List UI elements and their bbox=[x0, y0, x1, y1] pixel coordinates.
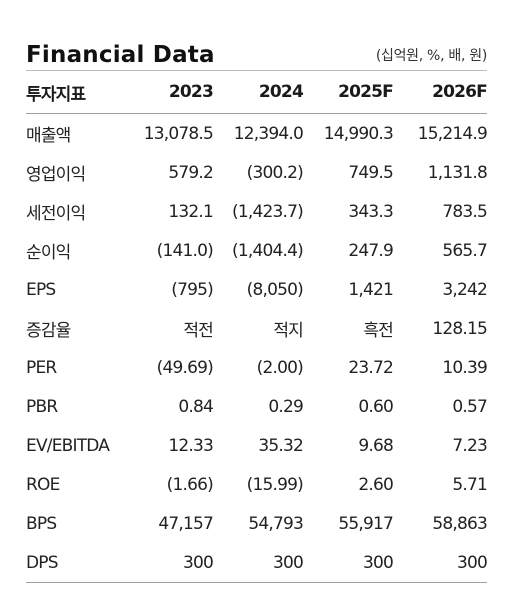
table-row-ev-ebitda: EV/EBITDA 12.33 35.32 9.68 7.23 bbox=[26, 426, 488, 465]
row-label: 영업이익 bbox=[26, 165, 86, 185]
row-label: BPS bbox=[26, 513, 57, 534]
table-cell: 12.33 bbox=[168, 435, 213, 456]
column-header-2024: 2024 bbox=[213, 71, 304, 114]
row-label: DPS bbox=[26, 543, 124, 583]
table-cell: 132.1 bbox=[168, 201, 213, 222]
table-cell: 55,917 bbox=[338, 513, 393, 534]
table-cell: 343.3 bbox=[348, 201, 393, 222]
panel-header: Financial Data (십억원, %, 배, 원) bbox=[26, 30, 487, 71]
column-header-indicator: 투자지표 bbox=[26, 71, 124, 114]
column-header-2023: 2023 bbox=[124, 71, 214, 114]
table-row-revenue: 매출액 13,078.5 12,394.0 14,990.3 15,214.9 bbox=[26, 114, 488, 154]
table-cell: 35.32 bbox=[258, 435, 303, 456]
table-row-roe: ROE (1.66) (15.99) 2.60 5.71 bbox=[26, 465, 488, 504]
table-cell: 15,214.9 bbox=[417, 123, 488, 144]
table-cell: (300.2) bbox=[246, 162, 304, 183]
table-row-growth-rate: 증감율 적전 적지 흑전 128.15 bbox=[26, 309, 488, 348]
table-cell: 47,157 bbox=[158, 513, 213, 534]
table-cell: 300 bbox=[213, 543, 304, 583]
table-cell: (2.00) bbox=[256, 357, 304, 378]
table-cell: 54,793 bbox=[248, 513, 303, 534]
table-cell: 300 bbox=[393, 543, 488, 583]
table-cell: 13,078.5 bbox=[143, 123, 214, 144]
table-row-per: PER (49.69) (2.00) 23.72 10.39 bbox=[26, 348, 488, 387]
table-cell: 0.57 bbox=[452, 396, 487, 417]
unit-note: (십억원, %, 배, 원) bbox=[375, 48, 487, 64]
table-cell: 128.15 bbox=[432, 318, 487, 339]
row-label: 증감율 bbox=[26, 321, 71, 341]
table-row-bps: BPS 47,157 54,793 55,917 58,863 bbox=[26, 504, 488, 543]
row-label: 순이익 bbox=[26, 243, 71, 263]
table-cell: 247.9 bbox=[348, 240, 393, 261]
table-row-eps: EPS (795) (8,050) 1,421 3,242 bbox=[26, 270, 488, 309]
table-cell: (1.66) bbox=[166, 474, 214, 495]
table-cell: (1,404.4) bbox=[232, 240, 304, 261]
row-label: PER bbox=[26, 357, 57, 378]
table-cell: 579.2 bbox=[168, 162, 213, 183]
row-label: PBR bbox=[26, 396, 58, 417]
table-cell: 적지 bbox=[273, 321, 303, 341]
table-cell: 14,990.3 bbox=[323, 123, 394, 144]
table-row-net-income: 순이익 (141.0) (1,404.4) 247.9 565.7 bbox=[26, 231, 488, 270]
table-cell: (8,050) bbox=[246, 279, 304, 300]
table-cell: 300 bbox=[303, 543, 394, 583]
row-label: EPS bbox=[26, 279, 56, 300]
table-cell: 1,421 bbox=[348, 279, 393, 300]
table-cell: 2.60 bbox=[358, 474, 393, 495]
table-cell: (1,423.7) bbox=[232, 201, 304, 222]
table-cell: 565.7 bbox=[442, 240, 487, 261]
table-cell: 7.23 bbox=[452, 435, 487, 456]
table-cell: 0.29 bbox=[268, 396, 303, 417]
row-label: EV/EBITDA bbox=[26, 435, 110, 456]
table-cell: (49.69) bbox=[156, 357, 214, 378]
financial-data-panel: Financial Data (십억원, %, 배, 원) 투자지표 2023 … bbox=[26, 30, 488, 583]
table-cell: 1,131.8 bbox=[427, 162, 488, 183]
table-cell: 3,242 bbox=[442, 279, 487, 300]
row-label: 매출액 bbox=[26, 126, 71, 146]
table-cell: (795) bbox=[171, 279, 214, 300]
table-cell: 0.60 bbox=[358, 396, 393, 417]
table-row-operating-income: 영업이익 579.2 (300.2) 749.5 1,131.8 bbox=[26, 153, 488, 192]
table-row-pbr: PBR 0.84 0.29 0.60 0.57 bbox=[26, 387, 488, 426]
column-header-2026f: 2026F bbox=[393, 71, 488, 114]
row-label: 세전이익 bbox=[26, 204, 86, 224]
table-cell: 749.5 bbox=[348, 162, 393, 183]
table-cell: 58,863 bbox=[432, 513, 487, 534]
table-body: 매출액 13,078.5 12,394.0 14,990.3 15,214.9 영업이익 5… bbox=[26, 114, 488, 583]
table-cell: 적전 bbox=[183, 321, 213, 341]
table-cell: 12,394.0 bbox=[233, 123, 304, 144]
table-cell: 783.5 bbox=[442, 201, 487, 222]
table-cell: 5.71 bbox=[452, 474, 487, 495]
table-header-row: 투자지표 2023 2024 2025F 2026F bbox=[26, 71, 488, 114]
panel-title: Financial Data bbox=[26, 42, 215, 68]
table-cell: 흑전 bbox=[363, 321, 393, 341]
table-cell: (15.99) bbox=[246, 474, 304, 495]
table-cell: 10.39 bbox=[442, 357, 487, 378]
row-label: ROE bbox=[26, 474, 60, 495]
table-row-dps: DPS 300 300 300 300 bbox=[26, 543, 488, 583]
table-cell: 9.68 bbox=[358, 435, 393, 456]
column-header-2025f: 2025F bbox=[303, 71, 394, 114]
table-cell: (141.0) bbox=[156, 240, 214, 261]
table-cell: 300 bbox=[124, 543, 214, 583]
financial-table: 투자지표 2023 2024 2025F 2026F 매출액 13,078.5 12… bbox=[26, 71, 488, 583]
table-cell: 0.84 bbox=[178, 396, 213, 417]
table-cell: 23.72 bbox=[348, 357, 393, 378]
table-row-pretax-income: 세전이익 132.1 (1,423.7) 343.3 783.5 bbox=[26, 192, 488, 231]
